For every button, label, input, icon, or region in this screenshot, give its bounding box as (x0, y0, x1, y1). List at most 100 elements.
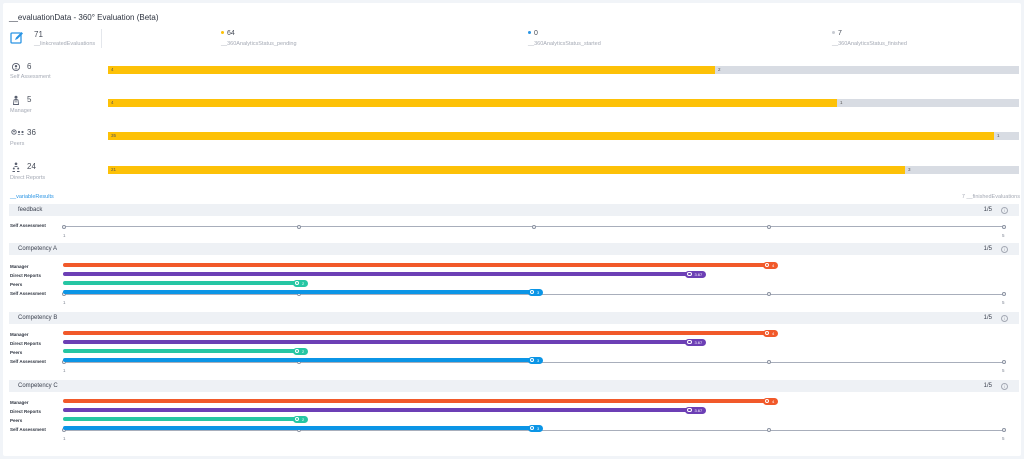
section-pager[interactable]: 1/5 (983, 206, 992, 213)
scale-tick (1002, 292, 1006, 296)
direct-reports-icon (12, 162, 20, 172)
role-bar-peers: 35 1 (108, 132, 1019, 140)
role-label-self: Self Assessment (10, 74, 51, 80)
score-badge[interactable]: 2 (293, 347, 309, 355)
role-bar-manager: 4 1 (108, 99, 1019, 107)
score-handle-icon (294, 416, 300, 422)
started-count: 0 (534, 30, 538, 37)
role-count-direct-reports: 24 (27, 162, 36, 171)
score-value: 4 (772, 262, 775, 268)
role-bar-pending (108, 132, 994, 140)
score-badge[interactable]: 3 (528, 424, 544, 432)
role-bar-finished-label: 1 (840, 100, 843, 106)
row-label: Direct Reports (10, 341, 42, 346)
role-bar-finished-label: 1 (997, 133, 1000, 139)
role-bar-pending-label: 35 (111, 133, 117, 139)
score-value: 3 (537, 289, 540, 295)
pending-label: __360AnalyticsStatus_pending (221, 41, 297, 47)
info-icon[interactable]: i (1001, 245, 1008, 253)
score-value: 2 (302, 280, 305, 286)
finished-evaluations-label: 7 __finishedEvaluations (961, 194, 1020, 200)
role-label-manager: Manager (10, 108, 32, 114)
score-badge[interactable]: 4 (763, 329, 779, 337)
scale-max-label: 5 (1002, 300, 1005, 305)
row-label: Peers (10, 350, 23, 355)
scale-tick (767, 292, 771, 296)
info-icon[interactable]: i (1001, 382, 1008, 390)
role-bar-pending-label: 21 (111, 167, 117, 173)
section-title: Competency A (18, 245, 58, 252)
score-bar (63, 340, 691, 344)
score-value: 3.67 (694, 271, 703, 277)
section-title: Competency C (18, 382, 58, 389)
role-bar-pending-label: 4 (111, 100, 114, 106)
score-badge[interactable]: 3 (528, 356, 544, 364)
section-header-feedback: feedback 1/5 i (9, 204, 1019, 216)
info-icon[interactable]: i (1001, 314, 1008, 322)
score-bar (63, 290, 533, 294)
role-bar-pending (108, 99, 837, 107)
score-handle-icon (764, 398, 770, 404)
variable-results-link[interactable]: __variableResults (10, 194, 54, 200)
role-bar-self: 4 2 (108, 66, 1019, 74)
section-pager[interactable]: 1/5 (983, 245, 992, 252)
role-count-manager: 5 (27, 95, 32, 104)
score-badge[interactable]: 4 (763, 261, 779, 269)
started-dot (528, 31, 531, 34)
role-count-self: 6 (27, 62, 32, 71)
row-label: Manager (10, 264, 29, 269)
score-badge[interactable]: 3 (528, 288, 544, 296)
stat-finished: 7 __360AnalyticsStatus_finished (832, 30, 907, 47)
section-header-competency-c: Competency C 1/5 i (9, 380, 1019, 392)
score-handle-icon (529, 357, 535, 363)
section-title: Competency B (18, 314, 58, 321)
role-bar-finished-label: 2 (718, 67, 721, 73)
info-icon[interactable]: i (1001, 206, 1008, 214)
finished-dot (832, 31, 835, 34)
row-label: Direct Reports (10, 409, 42, 414)
total-evaluations-label: __linkcreatedEvaluations (34, 41, 96, 47)
scale-tick (1002, 428, 1006, 432)
section-pager[interactable]: 1/5 (983, 382, 992, 389)
row-label: Direct Reports (10, 273, 42, 278)
stat-pending: 64 __360AnalyticsStatus_pending (221, 30, 297, 47)
scale-tick (1002, 360, 1006, 364)
score-bar (63, 358, 533, 362)
score-bar (63, 272, 691, 276)
score-badge[interactable]: 3.67 (685, 270, 707, 278)
score-bar (63, 408, 691, 412)
score-handle-icon (764, 262, 770, 268)
score-badge[interactable]: 2 (293, 279, 309, 287)
score-badge[interactable]: 3.67 (685, 338, 707, 346)
score-badge[interactable]: 2 (293, 415, 309, 423)
row-label: Peers (10, 282, 23, 287)
section-title: feedback (18, 206, 43, 213)
page-title: __evaluationData - 360° Evaluation (Beta… (9, 13, 159, 22)
score-handle-icon (764, 330, 770, 336)
section-pager[interactable]: 1/5 (983, 314, 992, 321)
row-label: Self Assessment (10, 427, 46, 432)
scale-tick (767, 360, 771, 364)
row-label: Self Assessment (10, 291, 46, 296)
summary-divider (101, 29, 102, 48)
scale-tick (767, 224, 771, 229)
row-label: Self Assessment (10, 359, 46, 364)
score-bar (63, 417, 298, 421)
scale-tick (62, 224, 66, 229)
score-handle-icon (294, 348, 300, 354)
score-value: 2 (302, 416, 305, 422)
row-label: Manager (10, 400, 29, 405)
pending-dot (221, 31, 224, 34)
score-handle-icon (529, 425, 535, 431)
scale-max-label: 5 (1002, 233, 1005, 238)
score-badge[interactable]: 4 (763, 397, 779, 405)
score-badge[interactable]: 3.67 (685, 406, 707, 414)
total-evaluations-count: 71 (34, 30, 43, 39)
score-handle-icon (529, 289, 535, 295)
role-count-peers: 36 (27, 128, 36, 137)
role-bar-direct-reports: 21 3 (108, 166, 1019, 174)
score-handle-icon (294, 280, 300, 286)
peers-icon (11, 129, 24, 135)
row-label: Self Assessment (10, 223, 46, 228)
pending-count: 64 (227, 30, 235, 37)
